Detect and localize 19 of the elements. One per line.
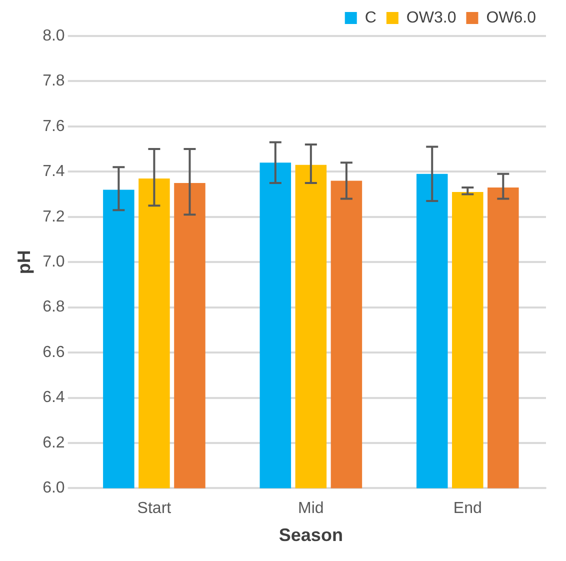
y-tick-label: 6.2 [42,434,65,452]
y-tick-label: 6.8 [42,298,65,316]
y-tick-label: 7.2 [42,208,65,226]
legend-label: OW6.0 [486,9,536,26]
x-tick-label: Start [137,500,172,518]
y-tick-label: 6.0 [42,480,65,497]
y-axis-title: pH [14,250,34,274]
x-axis-title: Season [278,525,343,546]
y-tick-label: 7.8 [42,72,65,90]
y-tick-label: 6.4 [42,389,65,406]
legend-label: C [364,9,376,26]
x-tick-label: Mid [298,500,324,518]
y-tick-label: 8.0 [42,27,65,44]
y-tick-label: 6.6 [42,344,65,361]
legend-label: OW3.0 [406,9,456,26]
y-tick-label: 7.6 [42,118,65,135]
x-tick-label: End [453,500,482,518]
y-tick-label: 7.4 [42,163,65,180]
y-tick-label: 7.0 [42,254,65,271]
